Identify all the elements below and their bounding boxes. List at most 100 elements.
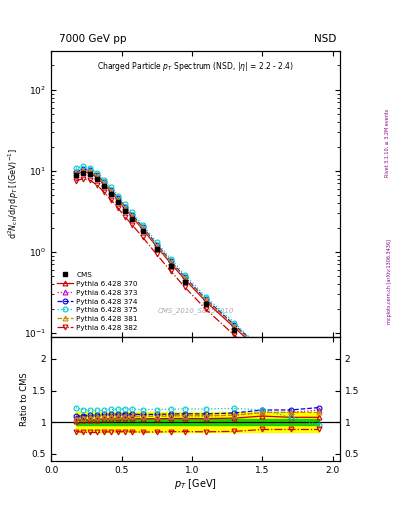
Pythia 6.428 374 xyxy=(88,167,92,173)
Pythia 6.428 381 xyxy=(95,173,99,179)
Pythia 6.428 375 xyxy=(108,184,113,190)
Pythia 6.428 375 xyxy=(204,294,208,300)
Pythia 6.428 375 xyxy=(73,165,78,171)
Pythia 6.428 374 xyxy=(260,347,265,353)
Legend: CMS, Pythia 6.428 370, Pythia 6.428 373, Pythia 6.428 374, Pythia 6.428 375, Pyt: CMS, Pythia 6.428 370, Pythia 6.428 373,… xyxy=(55,269,140,333)
Pythia 6.428 374 xyxy=(73,169,78,176)
Pythia 6.428 381 xyxy=(204,297,208,304)
Pythia 6.428 373 xyxy=(204,297,208,304)
Pythia 6.428 375 xyxy=(88,165,92,171)
Pythia 6.428 375 xyxy=(130,209,134,216)
Pythia 6.428 370 xyxy=(169,261,173,267)
Line: Pythia 6.428 381: Pythia 6.428 381 xyxy=(73,168,321,402)
Pythia 6.428 382 xyxy=(95,182,99,188)
Pythia 6.428 381 xyxy=(316,397,321,403)
Pythia 6.428 373 xyxy=(116,196,120,202)
Pythia 6.428 381 xyxy=(154,243,159,249)
Pythia 6.428 370 xyxy=(140,226,145,232)
Pythia 6.428 374 xyxy=(316,394,321,400)
Pythia 6.428 370 xyxy=(316,399,321,405)
Text: CMS_2010_S8656010: CMS_2010_S8656010 xyxy=(157,307,234,314)
Y-axis label: $\mathrm{d}^2N_\mathrm{ch}/\mathrm{d}\eta\,\mathrm{d}p_T\;[(\mathrm{GeV})^{-1}]$: $\mathrm{d}^2N_\mathrm{ch}/\mathrm{d}\et… xyxy=(7,148,21,240)
Pythia 6.428 374 xyxy=(140,224,145,230)
Pythia 6.428 381 xyxy=(101,180,106,186)
Pythia 6.428 382 xyxy=(81,176,85,182)
Line: Pythia 6.428 373: Pythia 6.428 373 xyxy=(73,167,321,401)
Text: 7000 GeV pp: 7000 GeV pp xyxy=(59,33,127,44)
Text: Rivet 3.1.10, ≥ 3.2M events: Rivet 3.1.10, ≥ 3.2M events xyxy=(385,109,390,178)
Pythia 6.428 370 xyxy=(204,298,208,305)
Pythia 6.428 373 xyxy=(183,275,187,281)
Pythia 6.428 374 xyxy=(123,204,127,210)
Pythia 6.428 382 xyxy=(140,234,145,240)
Pythia 6.428 373 xyxy=(169,259,173,265)
Pythia 6.428 381 xyxy=(288,372,293,378)
Pythia 6.428 373 xyxy=(288,372,293,378)
Pythia 6.428 382 xyxy=(108,197,113,203)
Pythia 6.428 373 xyxy=(123,204,127,210)
Line: Pythia 6.428 370: Pythia 6.428 370 xyxy=(73,169,321,404)
Pythia 6.428 382 xyxy=(288,381,293,388)
Pythia 6.428 375 xyxy=(95,169,99,176)
Pythia 6.428 375 xyxy=(81,163,85,169)
Pythia 6.428 382 xyxy=(101,189,106,195)
Pythia 6.428 382 xyxy=(260,357,265,364)
Pythia 6.428 375 xyxy=(101,177,106,183)
Text: Charged Particle $p_T$ Spectrum (NSD, $|\eta|$ = 2.2 - 2.4): Charged Particle $p_T$ Spectrum (NSD, $|… xyxy=(97,60,294,73)
Pythia 6.428 374 xyxy=(288,371,293,377)
Pythia 6.428 381 xyxy=(260,348,265,354)
Pythia 6.428 382 xyxy=(73,178,78,184)
Pythia 6.428 370 xyxy=(88,169,92,176)
Pythia 6.428 374 xyxy=(232,322,237,328)
Pythia 6.428 374 xyxy=(81,166,85,172)
Pythia 6.428 374 xyxy=(154,242,159,248)
Pythia 6.428 381 xyxy=(169,259,173,265)
Pythia 6.428 373 xyxy=(101,180,106,186)
Pythia 6.428 370 xyxy=(232,325,237,331)
Pythia 6.428 381 xyxy=(73,170,78,177)
Pythia 6.428 375 xyxy=(169,256,173,262)
Pythia 6.428 370 xyxy=(101,181,106,187)
Pythia 6.428 373 xyxy=(130,212,134,219)
Pythia 6.428 370 xyxy=(95,175,99,181)
Pythia 6.428 381 xyxy=(81,167,85,173)
Pythia 6.428 373 xyxy=(108,187,113,194)
Pythia 6.428 370 xyxy=(154,244,159,250)
Pythia 6.428 375 xyxy=(140,222,145,228)
Text: NSD: NSD xyxy=(314,33,336,44)
Pythia 6.428 381 xyxy=(183,275,187,281)
Pythia 6.428 375 xyxy=(183,272,187,278)
Pythia 6.428 381 xyxy=(123,205,127,211)
Pythia 6.428 374 xyxy=(116,195,120,201)
Pythia 6.428 381 xyxy=(116,196,120,202)
Pythia 6.428 373 xyxy=(88,168,92,174)
Pythia 6.428 382 xyxy=(232,332,237,338)
Pythia 6.428 370 xyxy=(108,189,113,195)
Pythia 6.428 374 xyxy=(101,179,106,185)
Pythia 6.428 373 xyxy=(140,225,145,231)
Pythia 6.428 375 xyxy=(288,375,293,381)
Pythia 6.428 370 xyxy=(73,172,78,178)
Pythia 6.428 375 xyxy=(316,403,321,409)
Pythia 6.428 373 xyxy=(81,167,85,173)
Pythia 6.428 374 xyxy=(169,258,173,264)
Pythia 6.428 375 xyxy=(116,193,120,199)
Pythia 6.428 370 xyxy=(288,375,293,381)
Pythia 6.428 382 xyxy=(169,268,173,274)
Pythia 6.428 382 xyxy=(123,214,127,220)
Pythia 6.428 382 xyxy=(116,205,120,211)
Pythia 6.428 373 xyxy=(73,170,78,176)
Pythia 6.428 374 xyxy=(95,172,99,178)
Line: Pythia 6.428 382: Pythia 6.428 382 xyxy=(73,176,321,412)
Line: Pythia 6.428 375: Pythia 6.428 375 xyxy=(73,164,321,409)
Line: Pythia 6.428 374: Pythia 6.428 374 xyxy=(73,167,321,400)
Pythia 6.428 373 xyxy=(316,395,321,401)
Pythia 6.428 381 xyxy=(108,188,113,194)
Pythia 6.428 373 xyxy=(95,173,99,179)
Pythia 6.428 374 xyxy=(108,187,113,193)
Pythia 6.428 374 xyxy=(204,296,208,303)
Pythia 6.428 373 xyxy=(154,242,159,248)
Pythia 6.428 381 xyxy=(88,168,92,174)
Pythia 6.428 382 xyxy=(154,251,159,258)
Pythia 6.428 375 xyxy=(232,319,237,326)
